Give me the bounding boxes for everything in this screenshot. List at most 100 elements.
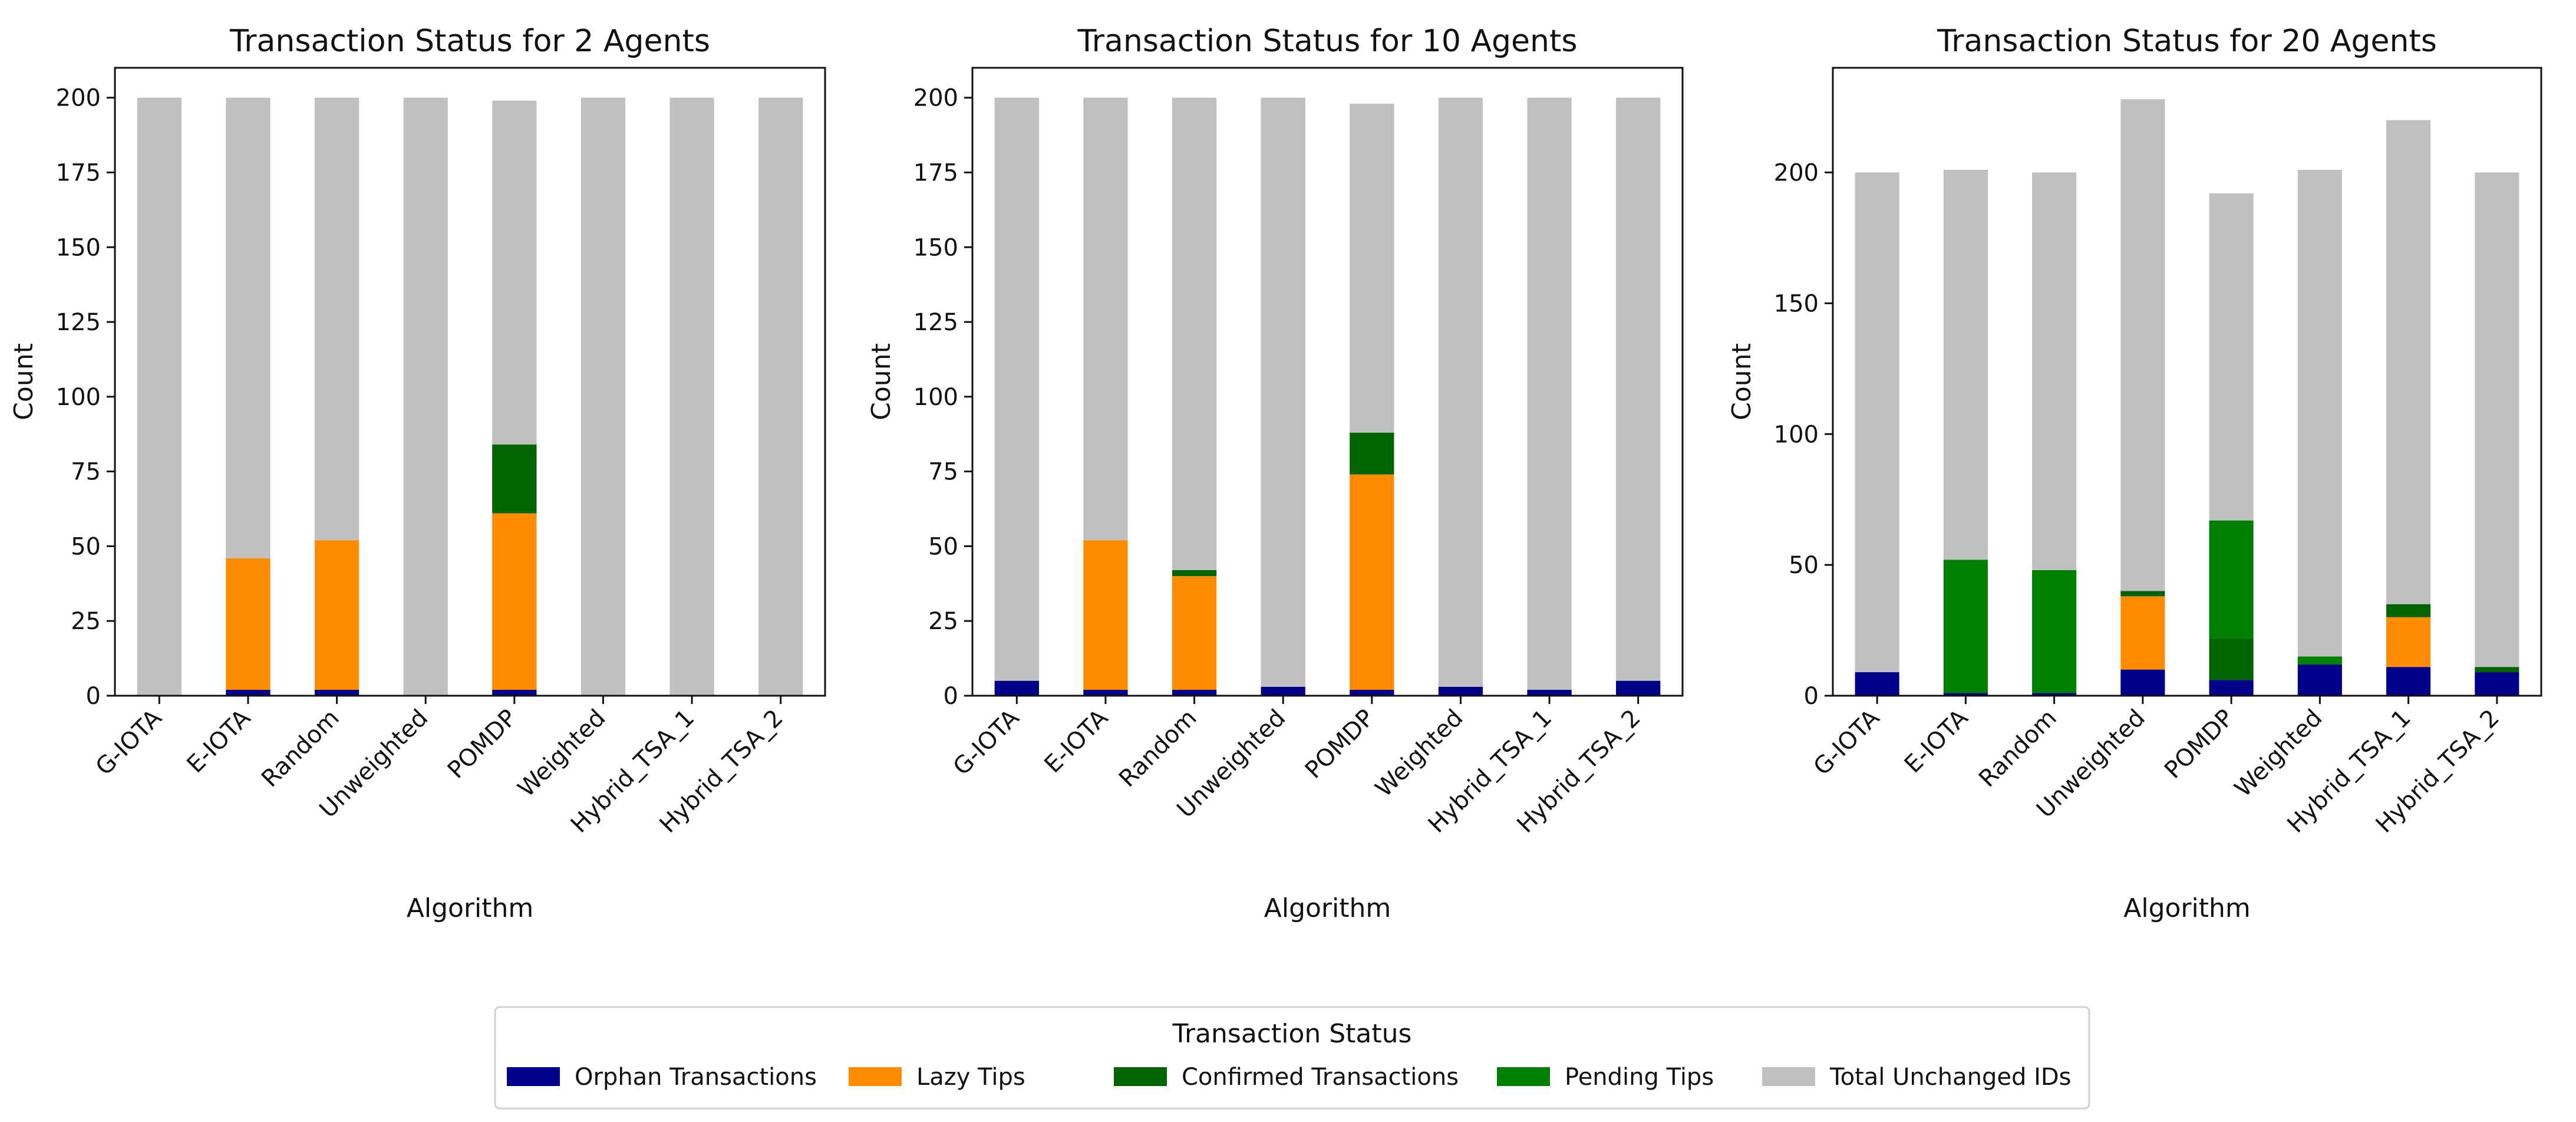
x-axis-label: Algorithm: [2123, 893, 2251, 923]
plot-frame: [114, 67, 826, 697]
legend-item-lazy-tips: Lazy Tips: [849, 1064, 1025, 1091]
bar-total-unchanged-ids-hybrid-tsa-1: [669, 97, 714, 696]
bar-total-unchanged-ids-hybrid-tsa-2: [758, 97, 803, 696]
y-tick-label: 0: [944, 683, 958, 710]
bar-confirmed-transactions-random: [1172, 570, 1217, 577]
legend-item-pending-tips: Pending Tips: [1497, 1064, 1714, 1091]
bar-total-unchanged-ids-hybrid-tsa-1: [2386, 120, 2431, 604]
y-axis-label: Count: [1727, 343, 1757, 420]
bar-total-unchanged-ids-e-iota: [226, 97, 271, 558]
y-tick-label: 175: [56, 160, 101, 187]
bar-pending-tips-weighted: [2297, 656, 2342, 664]
legend-label: Confirmed Transactions: [1182, 1064, 1459, 1091]
y-tick-label: 100: [1774, 421, 1819, 448]
bar-lazy-tips-pomdp: [492, 513, 537, 690]
y-tick-label: 25: [928, 608, 958, 635]
bar-orphan-transactions-unweighted: [2120, 669, 2165, 696]
y-tick-label: 75: [71, 459, 101, 486]
bar-total-unchanged-ids-pomdp: [1350, 103, 1394, 433]
x-axis-label: Algorithm: [1264, 893, 1391, 923]
bar-lazy-tips-e-iota: [1083, 540, 1128, 690]
bar-total-unchanged-ids-weighted: [2297, 170, 2342, 657]
y-tick-label: 150: [56, 234, 101, 261]
legend-swatch: [507, 1067, 560, 1086]
bar-orphan-transactions-g-iota: [1855, 672, 1899, 696]
bar-orphan-transactions-random: [2032, 693, 2077, 696]
bar-confirmed-transactions-unweighted: [2120, 591, 2165, 597]
bar-orphan-transactions-weighted: [1438, 686, 1483, 696]
bar-total-unchanged-ids-unweighted: [403, 97, 448, 696]
bar-total-unchanged-ids-random: [2032, 172, 2077, 570]
bar-orphan-transactions-hybrid-tsa-1: [1527, 689, 1572, 696]
bar-orphan-transactions-random: [314, 689, 359, 696]
bar-total-unchanged-ids-hybrid-tsa-2: [1616, 97, 1661, 681]
bar-total-unchanged-ids-random: [314, 97, 359, 541]
bar-total-unchanged-ids-g-iota: [994, 97, 1039, 681]
chart-title: Transaction Status for 20 Agents: [1937, 24, 2437, 59]
bar-total-unchanged-ids-unweighted: [2120, 99, 2165, 591]
bar-lazy-tips-pomdp: [1350, 474, 1394, 690]
bar-orphan-transactions-e-iota: [1083, 689, 1128, 696]
y-tick-label: 50: [928, 533, 958, 560]
y-tick-label: 50: [1789, 552, 1819, 579]
bar-confirmed-transactions-pomdp: [2209, 638, 2254, 680]
bar-confirmed-transactions-hybrid-tsa-2: [2475, 667, 2519, 673]
legend-swatch: [849, 1067, 902, 1086]
legend-label: Total Unchanged IDs: [1829, 1064, 2072, 1091]
bar-lazy-tips-random: [1172, 576, 1217, 690]
legend-item-confirmed-transactions: Confirmed Transactions: [1114, 1064, 1459, 1091]
bar-total-unchanged-ids-pomdp: [2209, 193, 2254, 521]
bar-confirmed-transactions-hybrid-tsa-1: [2386, 604, 2431, 617]
legend-item-total-unchanged-ids: Total Unchanged IDs: [1762, 1064, 2072, 1091]
bar-orphan-transactions-hybrid-tsa-2: [1616, 680, 1661, 696]
y-tick-label: 100: [56, 384, 101, 411]
bar-lazy-tips-random: [314, 540, 359, 690]
plot-frame: [971, 67, 1684, 697]
y-tick-label: 200: [1774, 160, 1819, 187]
bar-orphan-transactions-weighted: [2297, 664, 2342, 696]
y-axis-label: Count: [9, 343, 39, 420]
bar-pending-tips-pomdp: [2209, 520, 2254, 639]
y-tick-label: 0: [1804, 683, 1819, 710]
bar-pending-tips-random: [2032, 570, 2077, 693]
bar-total-unchanged-ids-e-iota: [1083, 97, 1128, 541]
bar-orphan-transactions-hybrid-tsa-2: [2475, 672, 2519, 696]
bar-total-unchanged-ids-g-iota: [1855, 172, 1899, 673]
bar-orphan-transactions-g-iota: [994, 680, 1039, 696]
legend-title: Transaction Status: [1172, 1019, 1412, 1049]
legend-label: Pending Tips: [1565, 1064, 1714, 1091]
bar-orphan-transactions-pomdp: [492, 689, 537, 696]
y-tick-label: 50: [71, 533, 101, 560]
y-tick-label: 100: [913, 384, 958, 411]
y-tick-label: 150: [1774, 290, 1819, 317]
y-tick-label: 175: [913, 160, 958, 187]
chart-title: Transaction Status for 10 Agents: [1077, 24, 1578, 59]
y-tick-label: 125: [56, 309, 101, 336]
bar-total-unchanged-ids-g-iota: [137, 97, 182, 696]
bar-total-unchanged-ids-pomdp: [492, 100, 537, 445]
legend-label: Orphan Transactions: [575, 1064, 817, 1091]
bar-orphan-transactions-e-iota: [1943, 693, 1988, 696]
bar-total-unchanged-ids-hybrid-tsa-2: [2475, 172, 2519, 667]
y-tick-label: 150: [913, 234, 958, 261]
bar-total-unchanged-ids-e-iota: [1943, 170, 1988, 560]
bar-total-unchanged-ids-weighted: [1438, 97, 1483, 687]
y-tick-label: 25: [71, 608, 101, 635]
bar-confirmed-transactions-pomdp: [1350, 432, 1394, 475]
legend-label: Lazy Tips: [916, 1064, 1025, 1091]
x-axis-label: Algorithm: [407, 893, 534, 923]
bar-orphan-transactions-hybrid-tsa-1: [2386, 667, 2431, 696]
chart-title: Transaction Status for 2 Agents: [229, 24, 710, 59]
bar-total-unchanged-ids-weighted: [580, 97, 626, 696]
bar-orphan-transactions-unweighted: [1261, 686, 1305, 696]
legend: Transaction Status Orphan Transactions Laz…: [494, 1006, 2090, 1110]
bar-total-unchanged-ids-random: [1172, 97, 1217, 570]
legend-swatch: [1497, 1067, 1550, 1086]
bar-pending-tips-e-iota: [1943, 560, 1988, 693]
legend-item-orphan-transactions: Orphan Transactions: [507, 1064, 817, 1091]
bar-confirmed-transactions-pomdp: [492, 445, 537, 514]
y-axis-label: Count: [866, 343, 896, 420]
bar-lazy-tips-hybrid-tsa-1: [2386, 617, 2431, 667]
